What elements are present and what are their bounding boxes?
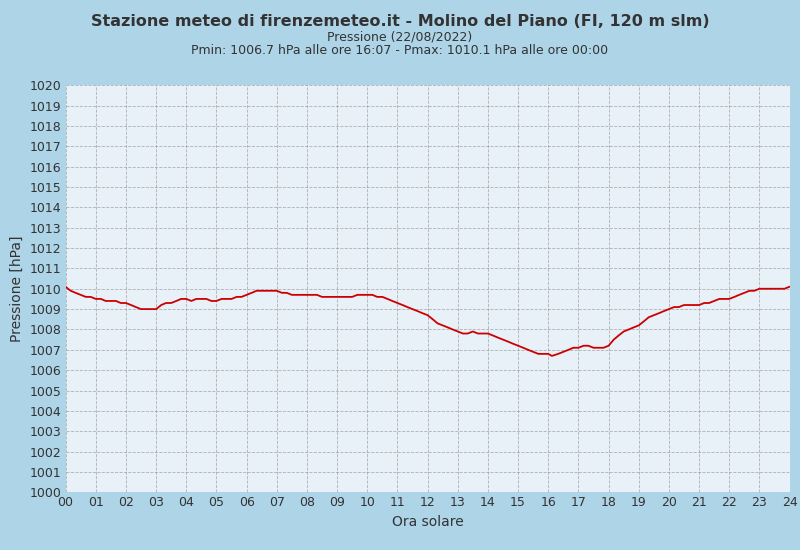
Text: Pmin: 1006.7 hPa alle ore 16:07 - Pmax: 1010.1 hPa alle ore 00:00: Pmin: 1006.7 hPa alle ore 16:07 - Pmax: … (191, 44, 609, 57)
X-axis label: Ora solare: Ora solare (392, 515, 463, 529)
Text: Stazione meteo di firenzemeteo.it - Molino del Piano (FI, 120 m slm): Stazione meteo di firenzemeteo.it - Moli… (90, 14, 710, 29)
Y-axis label: Pressione [hPa]: Pressione [hPa] (10, 235, 24, 342)
Text: Pressione (22/08/2022): Pressione (22/08/2022) (327, 30, 473, 43)
